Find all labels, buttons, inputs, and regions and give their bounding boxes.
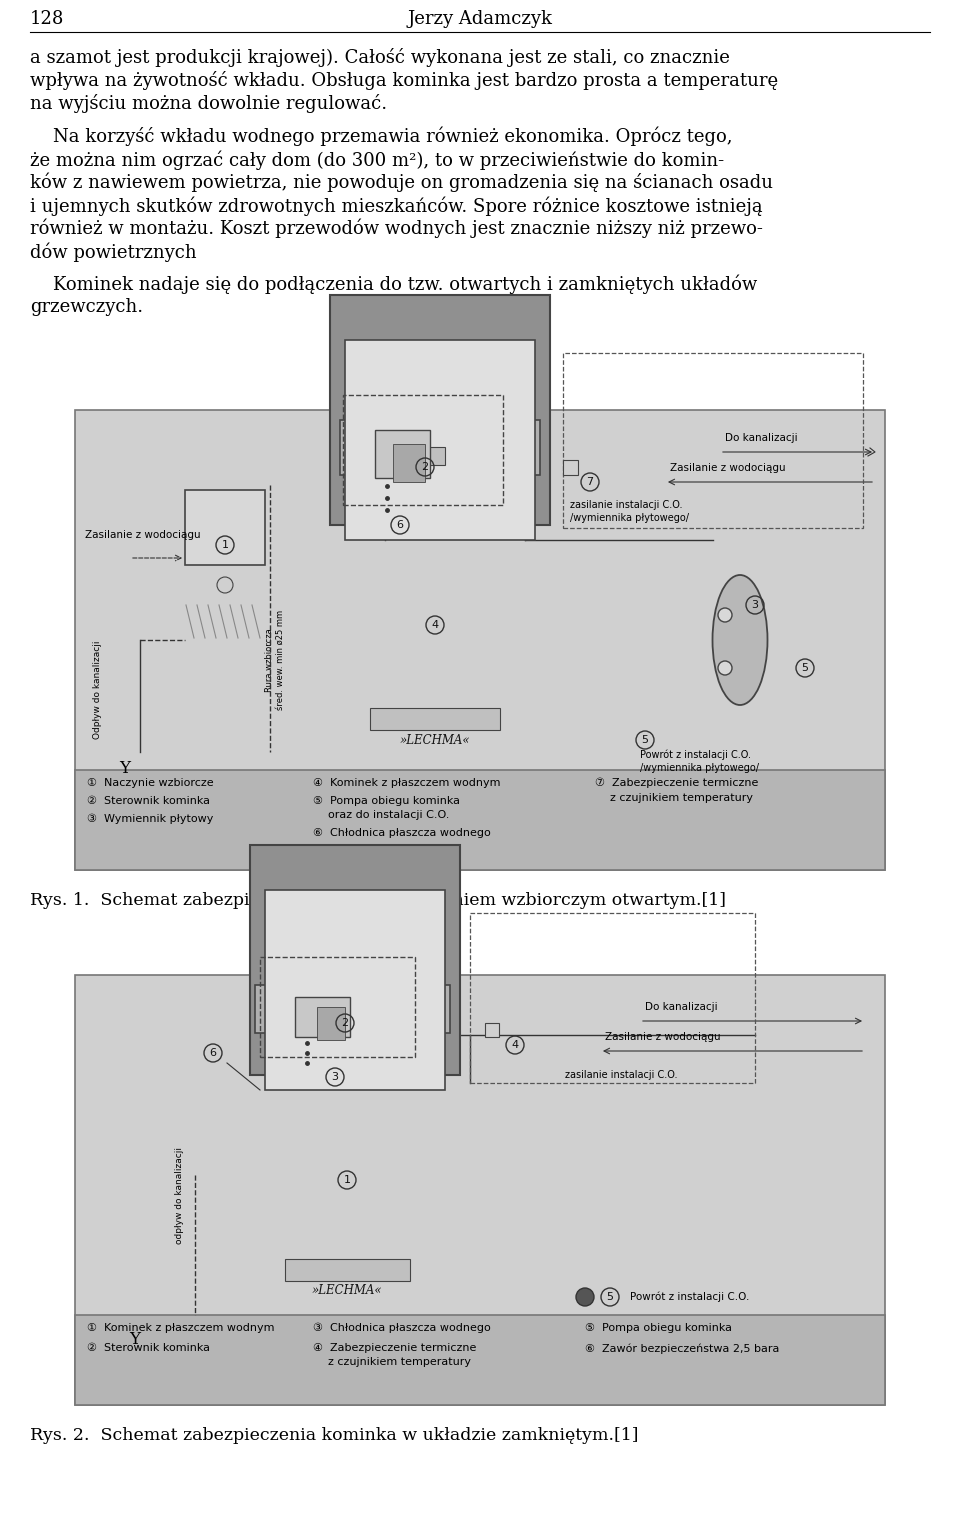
Text: 1: 1 bbox=[222, 539, 228, 550]
Text: Do kanalizacji: Do kanalizacji bbox=[645, 1002, 718, 1011]
Text: »LECHMA«: »LECHMA« bbox=[399, 733, 470, 747]
Bar bbox=[375, 430, 430, 478]
Text: z czujnikiem temperatury: z czujnikiem temperatury bbox=[610, 793, 753, 802]
Bar bbox=[563, 460, 578, 475]
Circle shape bbox=[576, 1288, 594, 1306]
Text: Rys. 2.  Schemat zabezpieczenia kominka w układzie zamkniętym.[1]: Rys. 2. Schemat zabezpieczenia kominka w… bbox=[30, 1426, 638, 1443]
Text: Zasilanie z wodociągu: Zasilanie z wodociągu bbox=[85, 530, 201, 539]
Text: śred. wew. min ø25 mm: śred. wew. min ø25 mm bbox=[368, 446, 492, 455]
Text: Rura bezpieczeństwa: Rura bezpieczeństwa bbox=[374, 432, 485, 443]
Bar bbox=[255, 985, 450, 1033]
Bar bbox=[186, 572, 264, 606]
Text: »LECHMA«: »LECHMA« bbox=[312, 1285, 382, 1297]
Text: grzewczych.: grzewczych. bbox=[30, 298, 143, 317]
Text: z czujnikiem temperatury: z czujnikiem temperatury bbox=[328, 1357, 471, 1366]
Text: ③  Wymiennik płytowy: ③ Wymiennik płytowy bbox=[87, 815, 213, 824]
Text: Y: Y bbox=[119, 759, 131, 778]
Text: Rura wzbiorcza
śred. wew. min ø25 mm: Rura wzbiorcza śred. wew. min ø25 mm bbox=[265, 610, 285, 710]
Text: Kominek nadaje się do podłączenia do tzw. otwartych i zamkniętych układów: Kominek nadaje się do podłączenia do tzw… bbox=[30, 275, 757, 295]
Bar bbox=[285, 1259, 410, 1280]
Text: Odpływ do kanalizacji: Odpływ do kanalizacji bbox=[92, 641, 102, 739]
Text: ①  Naczynie wzbiorcze: ① Naczynie wzbiorcze bbox=[87, 778, 214, 788]
Bar bbox=[317, 1007, 345, 1041]
Text: dów powietrznych: dów powietrznych bbox=[30, 241, 197, 261]
Text: oraz do instalacji C.O.: oraz do instalacji C.O. bbox=[328, 810, 449, 821]
Text: 3: 3 bbox=[752, 599, 758, 610]
Text: 6: 6 bbox=[209, 1048, 217, 1057]
Text: 4: 4 bbox=[512, 1041, 518, 1050]
Bar bbox=[260, 958, 415, 1057]
Text: 1: 1 bbox=[344, 1174, 350, 1185]
Text: że można nim ogrzać cały dom (do 300 m²), to w przeciwieństwie do komin-: że można nim ogrzać cały dom (do 300 m²… bbox=[30, 151, 724, 169]
Text: Zasilanie z wodociągu: Zasilanie z wodociągu bbox=[670, 463, 785, 473]
Text: a szamot jest produkcji krajowej). Całość wykonana jest ze stali, co znacznie: a szamot jest produkcji krajowej). Całoś… bbox=[30, 48, 730, 68]
Bar bbox=[470, 913, 755, 1084]
Text: Zasilanie z wodociągu: Zasilanie z wodociągu bbox=[605, 1031, 721, 1042]
Circle shape bbox=[718, 661, 732, 675]
Text: ⑥  Zawór bezpieczeństwa 2,5 bara: ⑥ Zawór bezpieczeństwa 2,5 bara bbox=[585, 1343, 780, 1354]
Bar bbox=[75, 410, 885, 870]
Text: zasilanie instalacji C.O.: zasilanie instalacji C.O. bbox=[565, 1070, 678, 1081]
Text: Powrót z instalacji C.O.: Powrót z instalacji C.O. bbox=[640, 750, 751, 761]
Text: ④  Kominek z płaszczem wodnym: ④ Kominek z płaszczem wodnym bbox=[313, 778, 500, 788]
Text: wpływa na żywotność wkładu. Obsługa kominka jest bardzo prosta a temperaturę: wpływa na żywotność wkładu. Obsługa komi… bbox=[30, 71, 779, 91]
Bar bbox=[330, 295, 550, 526]
Text: na wyjściu można dowolnie regulować.: na wyjściu można dowolnie regulować. bbox=[30, 94, 387, 114]
Text: również w montażu. Koszt przewodów wodnych jest znacznie niższy niż przewo-: również w montażu. Koszt przewodów wodny… bbox=[30, 218, 763, 238]
Text: zasilanie instalacji C.O.: zasilanie instalacji C.O. bbox=[570, 500, 683, 510]
Text: ⑤  Pompa obiegu kominka: ⑤ Pompa obiegu kominka bbox=[585, 1323, 732, 1333]
Bar bbox=[75, 770, 885, 870]
Bar bbox=[75, 1316, 885, 1405]
Text: 5: 5 bbox=[607, 1293, 613, 1302]
Text: Na korzyść wkładu wodnego przemawia również ekonomika. Oprócz tego,: Na korzyść wkładu wodnego przemawia równ… bbox=[30, 128, 732, 146]
Text: ⑥  Chłodnica płaszcza wodnego: ⑥ Chłodnica płaszcza wodnego bbox=[313, 828, 491, 838]
Text: Jerzy Adamczyk: Jerzy Adamczyk bbox=[407, 11, 553, 28]
Bar bbox=[345, 340, 535, 539]
Bar bbox=[295, 998, 350, 1037]
Bar bbox=[485, 1024, 499, 1037]
Text: ⑤  Pompa obiegu kominka: ⑤ Pompa obiegu kominka bbox=[313, 796, 460, 805]
Text: i ujemnych skutków zdrowotnych mieszkańców. Spore różnice kosztowe istnieją: i ujemnych skutków zdrowotnych mieszkańc… bbox=[30, 197, 762, 215]
Text: 3: 3 bbox=[331, 1071, 339, 1082]
Ellipse shape bbox=[712, 575, 767, 705]
Text: Y: Y bbox=[130, 1331, 140, 1348]
Text: 4: 4 bbox=[431, 619, 439, 630]
Text: 128: 128 bbox=[30, 11, 64, 28]
Bar bbox=[340, 420, 540, 475]
Bar bbox=[250, 845, 460, 1074]
Text: 6: 6 bbox=[396, 520, 403, 530]
Text: Rys. 1.  Schemat zabezpieczenia kominka naczyniem wzbiorczym otwartym.[1]: Rys. 1. Schemat zabezpieczenia kominka n… bbox=[30, 891, 726, 908]
Text: ④  Zabezpieczenie termiczne: ④ Zabezpieczenie termiczne bbox=[313, 1343, 476, 1353]
Text: 2: 2 bbox=[342, 1017, 348, 1028]
Text: 5: 5 bbox=[641, 735, 649, 745]
Text: /wymiennika płytowego/: /wymiennika płytowego/ bbox=[570, 513, 689, 523]
Text: ②  Sterownik kominka: ② Sterownik kominka bbox=[87, 1343, 210, 1353]
Bar bbox=[563, 354, 863, 529]
Bar bbox=[185, 490, 265, 566]
Text: /wymiennika płytowego/: /wymiennika płytowego/ bbox=[640, 762, 759, 773]
Text: Powrót z instalacji C.O.: Powrót z instalacji C.O. bbox=[630, 1291, 750, 1302]
Bar bbox=[393, 444, 425, 483]
Text: 5: 5 bbox=[802, 662, 808, 673]
Bar bbox=[385, 447, 445, 466]
Text: ②  Sterownik kominka: ② Sterownik kominka bbox=[87, 796, 210, 805]
Text: odpływ do kanalizacji: odpływ do kanalizacji bbox=[176, 1147, 184, 1243]
Text: 2: 2 bbox=[421, 463, 428, 472]
Text: ①  Kominek z płaszczem wodnym: ① Kominek z płaszczem wodnym bbox=[87, 1323, 275, 1333]
Bar bbox=[265, 890, 445, 1090]
Circle shape bbox=[718, 609, 732, 622]
Bar bbox=[75, 974, 885, 1405]
Text: ⑦  Zabezpieczenie termiczne: ⑦ Zabezpieczenie termiczne bbox=[595, 778, 758, 788]
Text: ③  Chłodnica płaszcza wodnego: ③ Chłodnica płaszcza wodnego bbox=[313, 1323, 491, 1334]
Bar bbox=[370, 709, 500, 730]
Text: 7: 7 bbox=[587, 476, 593, 487]
Bar bbox=[343, 395, 503, 506]
Text: ków z nawiewem powietrza, nie powoduje on gromadzenia się na ścianach osadu: ków z nawiewem powietrza, nie powoduje o… bbox=[30, 174, 773, 192]
Text: Do kanalizacji: Do kanalizacji bbox=[725, 433, 798, 443]
